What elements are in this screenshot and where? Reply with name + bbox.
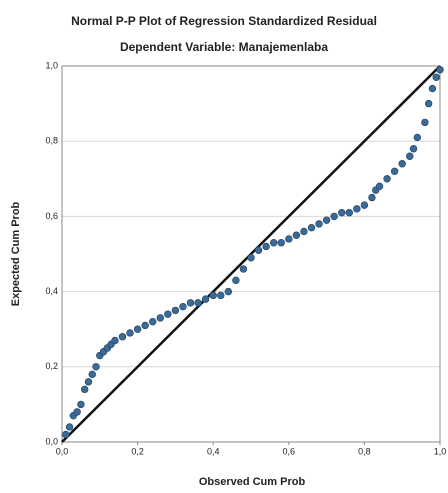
y-tick-label: 0,0 [45,436,58,446]
point [201,295,210,303]
point [428,84,437,93]
point [141,321,149,330]
point [186,299,195,307]
y-tick-label: 0,4 [45,286,58,296]
point [156,314,164,322]
x-tick-label: 1,0 [434,446,447,456]
point [330,212,338,221]
y-tick-label: 0,8 [45,136,58,146]
point [345,208,353,217]
y-tick-label: 1,0 [45,60,58,70]
point [368,193,376,202]
point [118,333,127,341]
point [300,227,308,236]
point [409,145,418,153]
point [92,363,100,371]
x-tick-label: 0,0 [56,446,69,456]
y-tick-label: 0,6 [45,211,58,221]
point [269,239,278,247]
chart-subtitle: Dependent Variable: Manajemenlaba [120,40,328,54]
x-tick-label: 0,4 [207,446,220,456]
point [239,265,248,273]
point [73,408,81,416]
point [406,152,414,160]
point [111,336,119,345]
point [292,231,301,239]
point [383,175,391,183]
point [84,378,93,386]
point [277,239,285,247]
reference-line [61,65,441,443]
point [149,317,157,326]
point [398,160,406,168]
point [254,246,263,254]
x-tick-label: 0,2 [131,446,144,456]
x-axis-label: Observed Cum Prob [199,476,306,488]
x-tick-label: 0,8 [358,446,371,456]
point [262,242,270,251]
point [171,306,180,315]
point [375,182,384,191]
x-tick-label: 0,6 [283,446,296,456]
y-tick-label: 0,2 [45,361,58,371]
point [424,99,433,108]
point [432,73,440,81]
point [322,216,331,224]
point [164,310,172,318]
point [77,400,85,409]
point [353,205,361,213]
point [413,133,422,142]
point [194,299,202,307]
point [126,329,134,337]
point [421,118,429,127]
point [88,370,96,379]
point [390,167,399,175]
point [307,223,316,232]
point [247,254,255,262]
point [315,220,323,228]
point [436,66,444,74]
point [224,287,233,296]
point [62,430,70,439]
chart-title: Normal P-P Plot of Regression Standardiz… [71,14,377,28]
point [179,302,187,311]
plot-frame [61,65,441,443]
point [80,385,89,394]
point [133,325,142,333]
y-axis-label: Expected Cum Prob [10,201,22,306]
point [285,235,293,243]
point [65,423,74,431]
point [360,201,369,209]
point [232,276,240,285]
point [338,208,346,217]
point [209,291,217,300]
point [217,291,225,300]
